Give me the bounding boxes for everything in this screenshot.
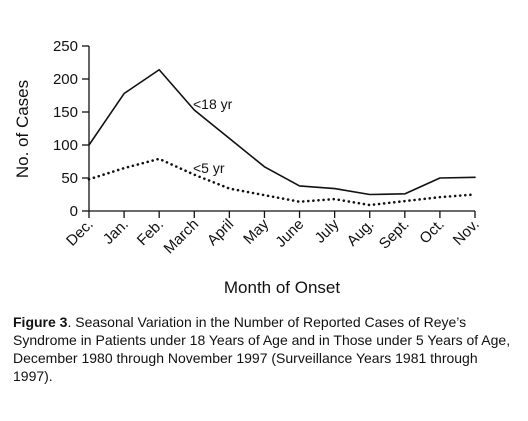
series-label-1: <5 yr — [193, 160, 225, 176]
caption-lead: Figure 3 — [13, 314, 68, 330]
y-tick-label: 0 — [70, 203, 78, 220]
y-axis-title: No. of Cases — [13, 80, 32, 178]
x-tick-label: Dec. — [63, 216, 97, 250]
series-line-0 — [88, 68, 476, 196]
line-chart: 0 50 100 150 200 250 Dec. Jan. Feb.March April Ma… — [13, 38, 483, 297]
x-tick-label: June — [272, 216, 307, 251]
y-axis: 0 50 100 150 200 250 — [53, 38, 90, 220]
y-tick-label: 50 — [61, 170, 78, 187]
y-tick-label: 200 — [53, 71, 78, 88]
x-tick-label: Jan. — [100, 216, 132, 248]
x-tick-label: Sept. — [376, 216, 413, 253]
figure-caption: Figure 3. Seasonal Variation in the Numb… — [13, 313, 513, 385]
caption-text: . Seasonal Variation in the Number of Re… — [13, 314, 511, 384]
x-tick-label: July — [312, 215, 343, 246]
x-tick-label: March — [161, 216, 202, 257]
y-tick-label: 150 — [53, 104, 78, 121]
series-labels: <18 yr <5 yr — [193, 96, 233, 176]
series-lines — [87, 68, 477, 207]
x-tick-label: Aug. — [344, 216, 378, 250]
x-tick-label: Nov. — [450, 216, 483, 249]
x-tick-label: April — [204, 216, 237, 249]
x-tick-label: Oct. — [416, 216, 447, 247]
x-axis: Dec. Jan. Feb.March April May June July Aug.Sep… — [63, 210, 483, 257]
series-line-1 — [87, 157, 477, 207]
series-label-0: <18 yr — [193, 96, 233, 112]
y-tick-label: 250 — [53, 38, 78, 55]
x-axis-title: Month of Onset — [224, 278, 341, 297]
y-tick-label: 100 — [53, 137, 78, 154]
x-tick-label: May — [240, 215, 272, 247]
